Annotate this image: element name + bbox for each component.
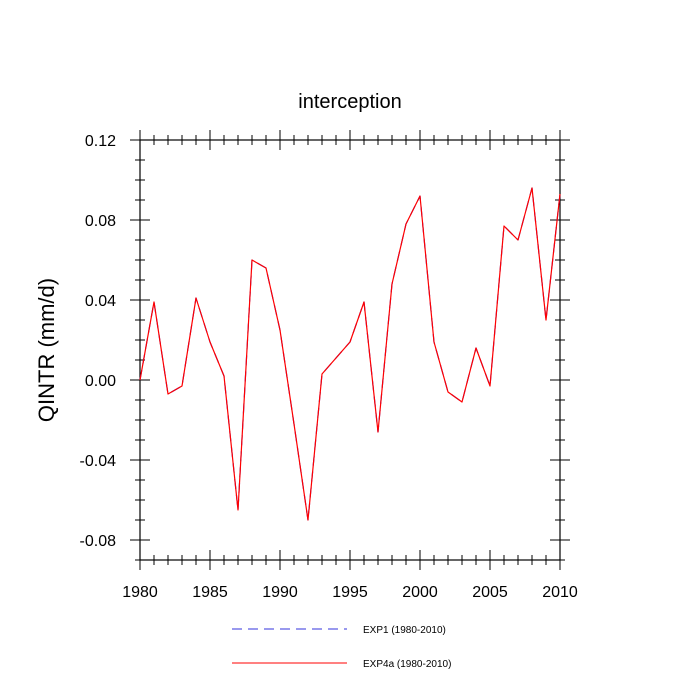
legend: EXP1 (1980-2010) EXP4a (1980-2010): [232, 625, 451, 670]
y-tick-label: 0.04: [85, 293, 116, 310]
x-tick-label: 1990: [262, 584, 298, 601]
x-tick-label: 2010: [542, 584, 578, 601]
y-axis-label: QINTR (mm/d): [34, 278, 59, 422]
series-lines: [139, 187, 561, 521]
x-tick-label: 2005: [472, 584, 508, 601]
plot-frame: [139, 139, 561, 561]
y-tick-label: 0.12: [85, 133, 116, 150]
x-tick-label: 1985: [192, 584, 228, 601]
legend-label: EXP4a (1980-2010): [363, 659, 451, 670]
axis-ticks: [130, 130, 570, 570]
series-line-2: [139, 187, 561, 521]
y-tick-label: -0.04: [80, 453, 117, 470]
y-tick-label: 0.08: [85, 213, 116, 230]
axis-tick-labels: 1980 1985 1990 1995 2000 2005 2010 0.12 0.08 0.04…: [80, 133, 578, 601]
series-line-1: [139, 187, 561, 521]
x-tick-label: 1995: [332, 584, 368, 601]
chart-title: interception: [298, 91, 401, 113]
legend-label: EXP1 (1980-2010): [363, 625, 446, 636]
x-tick-label: 2000: [402, 584, 438, 601]
y-tick-label: -0.08: [80, 533, 117, 550]
x-tick-label: 1980: [122, 584, 158, 601]
y-tick-label: 0.00: [85, 373, 116, 390]
